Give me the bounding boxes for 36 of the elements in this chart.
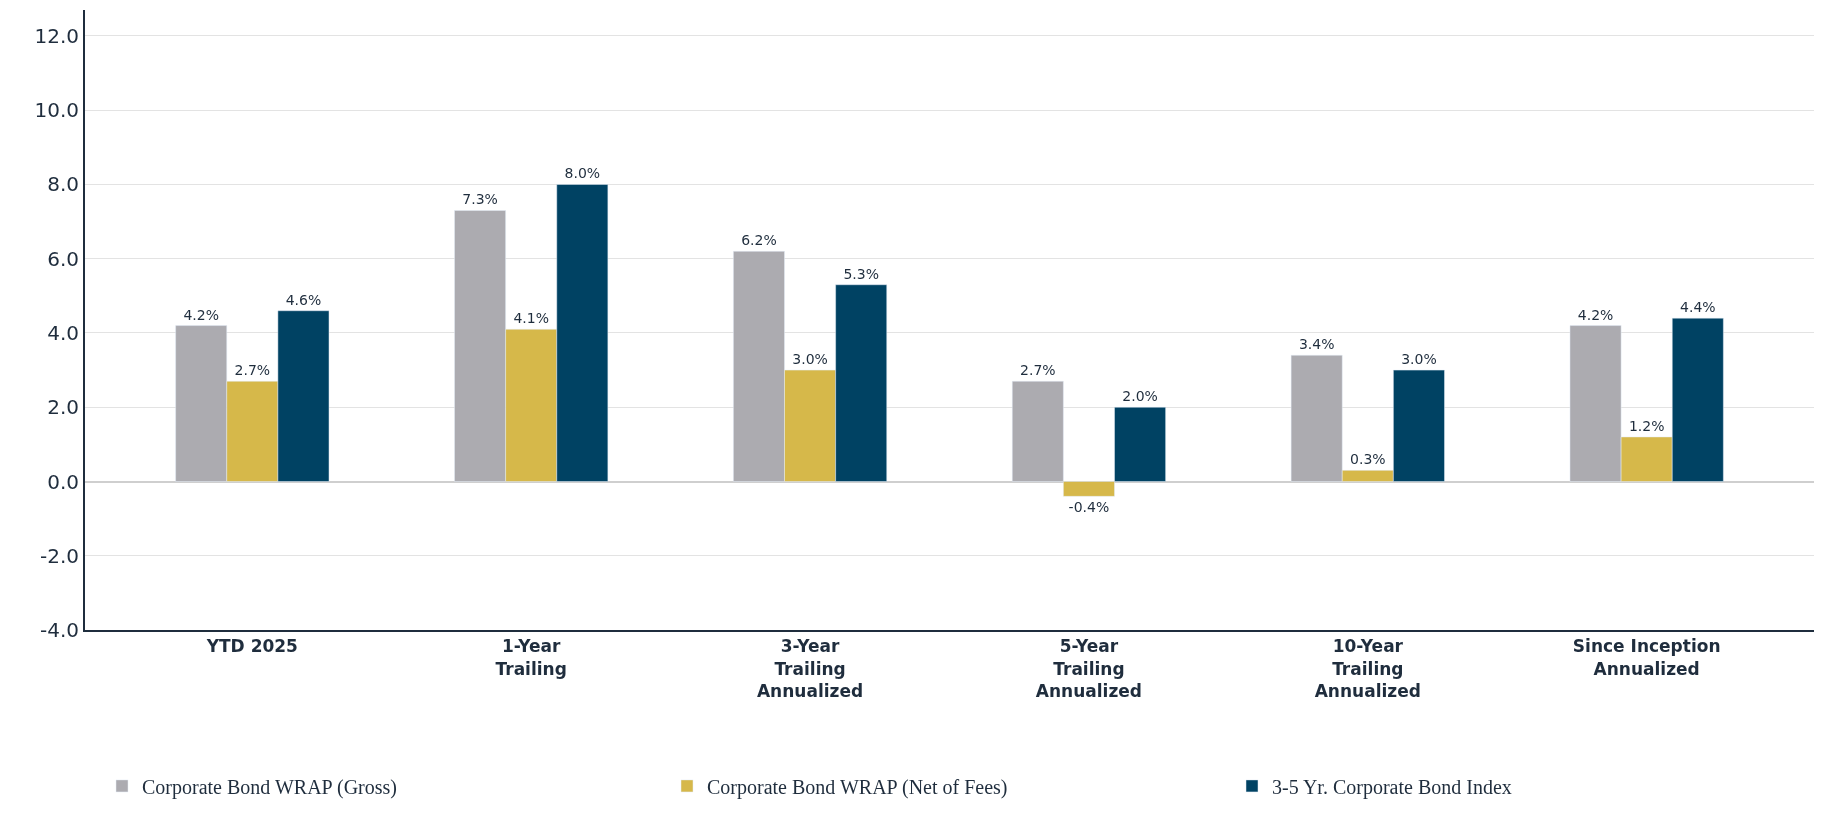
x-tick-label: Since Inception Annualized: [1572, 636, 1721, 679]
y-tick-label: -4.0: [39, 618, 79, 642]
data-label: 2.7%: [234, 362, 271, 379]
data-label: 3.0%: [792, 351, 828, 368]
data-label: 1.2%: [1628, 417, 1665, 434]
legend-label: 3-5 Yr. Corporate Bond Index: [1272, 775, 1512, 799]
x-tick-label: 5-Year Trailing Annualized: [1035, 636, 1143, 701]
y-tick-label: 6.0: [47, 246, 79, 271]
y-tick-label: -2.0: [39, 543, 79, 568]
data-label: 8.0%: [564, 165, 601, 182]
data-label: 2.0%: [1122, 388, 1158, 405]
y-tick-label: 10.0: [34, 98, 79, 123]
data-label: 6.2%: [741, 232, 777, 249]
legend-label: Corporate Bond WRAP (Gross): [142, 775, 397, 799]
data-label: 3.4%: [1298, 336, 1335, 353]
y-tick-label: 4.0: [47, 320, 79, 345]
data-label: -0.4%: [1068, 499, 1110, 516]
data-label: 4.2%: [183, 306, 219, 323]
data-label: 4.1%: [513, 310, 549, 327]
data-label: 2.7%: [1020, 362, 1056, 379]
legend-label: Corporate Bond WRAP (Net of Fees): [707, 775, 1008, 799]
x-tick-label: 10-Year Trailing Annualized: [1314, 636, 1421, 701]
y-tick-label: 8.0: [47, 172, 79, 197]
y-tick-label: 12.0: [34, 23, 79, 48]
data-label: 4.2%: [1577, 306, 1614, 323]
x-tick-label: 3-Year Trailing Annualized: [756, 636, 864, 701]
data-label: 5.3%: [843, 265, 879, 282]
data-label: 0.3%: [1350, 451, 1386, 468]
data-label: 4.6%: [285, 291, 322, 308]
y-tick-label: 0.0: [47, 469, 79, 494]
y-tick-label: 2.0: [47, 395, 79, 420]
x-tick-label: YTD 2025: [205, 636, 298, 657]
data-label: 3.0%: [1401, 351, 1437, 368]
data-label: 4.4%: [1680, 299, 1716, 316]
x-tick-label: 1-Year Trailing: [495, 636, 567, 679]
data-label: 7.3%: [462, 191, 498, 208]
